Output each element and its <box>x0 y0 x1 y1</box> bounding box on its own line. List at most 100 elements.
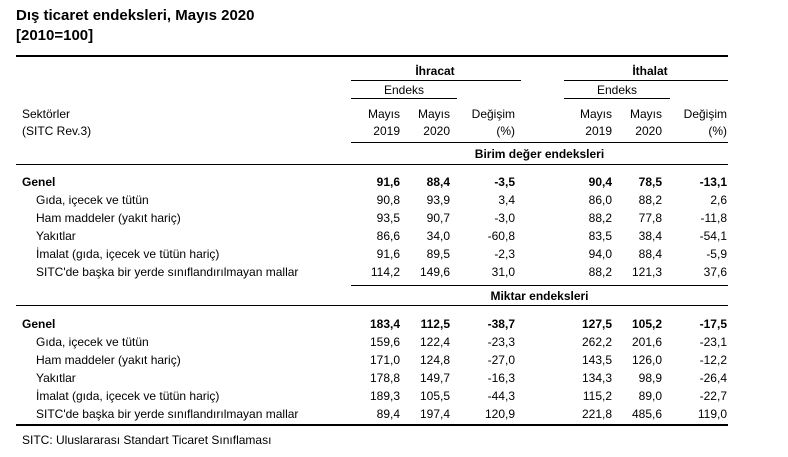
export-may-2019-year: 2019 <box>373 124 400 138</box>
row-label: SITC'de başka bir yerde sınıflandırılmay… <box>36 265 299 279</box>
title-line-1: Dış ticaret endeksleri, Mayıs 2020 <box>16 7 255 24</box>
import-change-cell: -22,7 <box>699 389 727 403</box>
import-may-2019-cell: 143,5 <box>581 353 612 367</box>
sitc-rev-header: (SITC Rev.3) <box>22 124 92 138</box>
import-change-cell: 119,0 <box>697 407 727 421</box>
import-may-2020-cell: 121,3 <box>631 265 662 279</box>
import-may-2020-cell: 77,8 <box>638 211 662 225</box>
table-row: SITC'de başka bir yerde sınıflandırılmay… <box>0 406 788 422</box>
table-row: Gıda, içecek ve tütün 159,6 122,4 -23,3 262,… <box>0 334 788 350</box>
import-change-cell: -23,1 <box>699 335 727 349</box>
import-may-2020-cell: 38,4 <box>638 229 662 243</box>
import-may-2019-cell: 127,5 <box>581 317 612 331</box>
import-change-cell: 37,6 <box>703 265 727 279</box>
top-rule <box>16 55 728 57</box>
export-may-2019-cell: 183,4 <box>369 317 400 331</box>
import-may-2020-cell: 98,9 <box>638 371 662 385</box>
import-may-2020-cell: 201,6 <box>631 335 662 349</box>
row-label: Gıda, içecek ve tütün <box>36 335 149 349</box>
export-may-2019-cell: 91,6 <box>376 247 400 261</box>
export-change-cell: -27,0 <box>487 353 515 367</box>
import-change-cell: -17,5 <box>699 317 727 331</box>
row-label: Genel <box>22 317 56 331</box>
export-may-2020-cell: 89,5 <box>426 247 450 261</box>
export-may-2020-year: 2020 <box>423 124 450 138</box>
import-may-2019-cell: 262,2 <box>581 335 612 349</box>
import-may-2019-cell: 221,8 <box>581 407 612 421</box>
import-may-2020-cell: 126,0 <box>631 353 662 367</box>
import-may-2019-cell: 90,4 <box>588 175 612 189</box>
table-row: Genel 91,6 88,4 -3,5 90,4 78,5 -13,1 <box>0 174 788 190</box>
export-may-2019-cell: 86,6 <box>376 229 400 243</box>
table-row: Gıda, içecek ve tütün 90,8 93,9 3,4 86,0 88,2… <box>0 192 788 208</box>
export-change-cell: -16,3 <box>487 371 515 385</box>
export-change-cell: -38,7 <box>487 317 515 331</box>
section-1-bottom-rule <box>16 164 728 165</box>
row-label: İmalat (gıda, içecek ve tütün hariç) <box>36 389 220 403</box>
export-may-2019-cell: 91,6 <box>376 175 400 189</box>
export-may-2019-cell: 93,5 <box>376 211 400 225</box>
row-label: Genel <box>22 175 56 189</box>
import-may-2020-year: 2020 <box>635 124 662 138</box>
sectors-header: Sektörler <box>22 107 71 121</box>
export-may-2019-cell: 114,2 <box>370 265 400 279</box>
import-change-header: Değişim <box>683 107 727 121</box>
section-1-title: Birim değer endeksleri <box>474 147 605 161</box>
import-change-cell: -26,4 <box>699 371 727 385</box>
section-1-top-rule <box>351 142 728 143</box>
export-change-cell: -60,8 <box>487 229 515 243</box>
export-change-cell: 31,0 <box>491 265 515 279</box>
section-2-bottom-rule <box>16 305 728 306</box>
table-row: Yakıtlar 86,6 34,0 -60,8 83,5 38,4 -54,1 <box>0 228 788 244</box>
export-may-2020-cell: 90,7 <box>426 211 450 225</box>
export-change-header: Değişim <box>471 107 515 121</box>
export-index-rule <box>351 98 457 99</box>
import-may-2020-cell: 88,2 <box>638 193 662 207</box>
export-may-2019-header: Mayıs <box>367 107 400 121</box>
export-may-2019-cell: 90,8 <box>376 193 400 207</box>
import-may-2019-cell: 88,2 <box>588 211 612 225</box>
import-may-2019-cell: 115,2 <box>582 389 612 403</box>
export-index-header: Endeks <box>383 83 425 97</box>
export-may-2019-cell: 89,4 <box>376 407 400 421</box>
import-may-2020-cell: 88,4 <box>638 247 662 261</box>
footnote: SITC: Uluslararası Standart Ticaret Sını… <box>22 433 272 447</box>
export-change-pct: (%) <box>496 124 515 138</box>
export-may-2020-cell: 149,7 <box>419 371 450 385</box>
export-may-2020-header: Mayıs <box>417 107 450 121</box>
import-index-rule <box>564 98 670 99</box>
table-row: Ham maddeler (yakıt hariç) 93,5 90,7 -3,0 88… <box>0 210 788 226</box>
import-may-2019-cell: 83,5 <box>588 229 612 243</box>
export-change-cell: 120,9 <box>484 407 515 421</box>
table-row: İmalat (gıda, içecek ve tütün hariç) 91,6… <box>0 246 788 262</box>
import-group-rule <box>564 80 728 81</box>
import-may-2019-year: 2019 <box>585 124 612 138</box>
export-group-rule <box>351 80 521 81</box>
export-may-2020-cell: 34,0 <box>426 229 450 243</box>
bottom-rule <box>16 424 728 426</box>
row-label: İmalat (gıda, içecek ve tütün hariç) <box>36 247 220 261</box>
export-may-2019-cell: 171,0 <box>369 353 400 367</box>
import-may-2019-header: Mayıs <box>579 107 612 121</box>
row-label: Ham maddeler (yakıt hariç) <box>36 353 181 367</box>
table-row: Genel 183,4 112,5 -38,7 127,5 105,2 -17,5 <box>0 316 788 332</box>
export-may-2019-cell: 189,3 <box>369 389 400 403</box>
table-row: Yakıtlar 178,8 149,7 -16,3 134,3 98,9 -26,4 <box>0 370 788 386</box>
row-label: Yakıtlar <box>36 371 76 385</box>
import-may-2019-cell: 134,3 <box>581 371 612 385</box>
export-group-header: İhracat <box>415 64 455 78</box>
section-2-top-rule <box>351 285 728 286</box>
export-change-cell: 3,4 <box>498 193 515 207</box>
row-label: Yakıtlar <box>36 229 76 243</box>
title-line-2: [2010=100] <box>16 27 94 44</box>
row-label: Ham maddeler (yakıt hariç) <box>36 211 181 225</box>
table-row: SITC'de başka bir yerde sınıflandırılmay… <box>0 264 788 280</box>
table-row: İmalat (gıda, içecek ve tütün hariç) 189,… <box>0 388 788 404</box>
section-2-title: Miktar endeksleri <box>490 289 589 303</box>
import-may-2019-cell: 86,0 <box>588 193 612 207</box>
import-change-cell: 2,6 <box>710 193 727 207</box>
import-group-header: İthalat <box>632 64 668 78</box>
import-may-2020-cell: 89,0 <box>638 389 662 403</box>
export-may-2020-cell: 122,4 <box>419 335 450 349</box>
import-change-cell: -5,9 <box>706 247 727 261</box>
